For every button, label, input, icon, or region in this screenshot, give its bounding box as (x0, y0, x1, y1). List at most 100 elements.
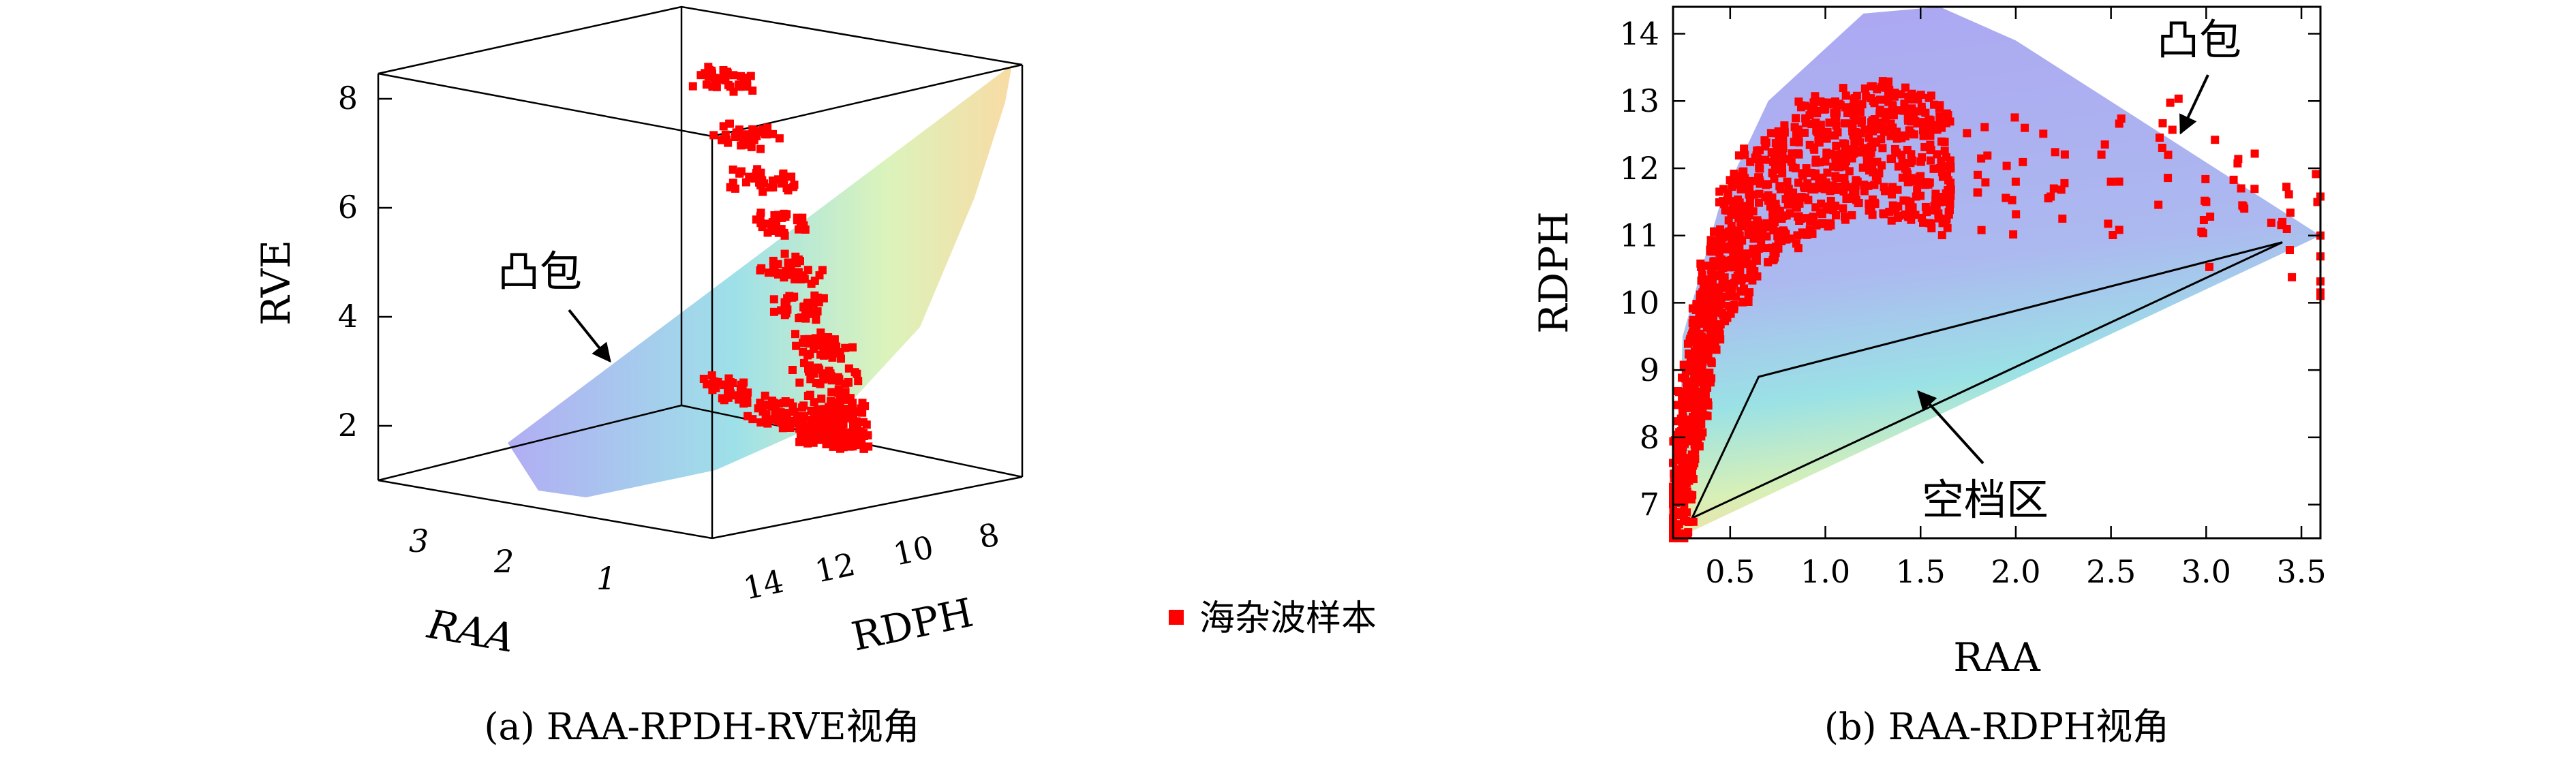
panel-b-y-tick-label: 12 (1619, 150, 1659, 187)
panel-b-point (1840, 174, 1849, 183)
panel-a-point (756, 399, 765, 407)
panel-a-point (859, 418, 868, 427)
panel-a-point (701, 69, 709, 78)
panel-a: 8 6 4 2 3 2 1 14 12 10 8 RVE RAA RDPH 凸包 (253, 5, 1024, 748)
panel-b-point (2009, 230, 2018, 239)
panel-a-point (756, 144, 765, 153)
panel-b-point (2168, 125, 2177, 134)
panel-b-point (1688, 330, 1697, 339)
panel-b-point (2115, 226, 2123, 234)
panel-b-point (2051, 148, 2059, 157)
panel-b-point (2104, 219, 2113, 228)
panel-a-point (738, 385, 747, 393)
panel-a-z-tick-label: 4 (338, 298, 358, 335)
panel-a-point (763, 123, 772, 132)
panel-b-point (1730, 302, 1738, 311)
panel-b-point (1925, 178, 1934, 187)
legend: 海杂波样本 (1169, 598, 1377, 639)
panel-b-point (1776, 185, 1785, 193)
panel-b-point (1715, 242, 1723, 251)
panel-b-point (1680, 512, 1688, 521)
panel-b-point (1700, 341, 1708, 350)
panel-b-point (1697, 420, 1706, 429)
panel-b-point (1926, 140, 1935, 149)
panel-a-point (794, 268, 803, 277)
panel-b-point (1926, 116, 1935, 125)
panel-b-point (1745, 211, 1753, 220)
panel-a-point (733, 129, 742, 138)
panel-a-point (709, 377, 718, 386)
panel-a-z-tick-label: 6 (338, 189, 358, 226)
panel-a-z-tick-label: 8 (338, 80, 358, 117)
panel-b-point (1900, 99, 1909, 108)
panel-a-point (834, 385, 843, 394)
panel-a-point (748, 125, 757, 134)
panel-b-point (1867, 202, 1875, 211)
panel-b-point (1672, 497, 1681, 506)
panel-b-point (2237, 184, 2245, 193)
panel-b-point (2205, 262, 2213, 271)
panel-b-point (2278, 217, 2287, 226)
panel-b-point (1730, 241, 1738, 249)
panel-a-point (792, 341, 801, 350)
panel-a-point (800, 437, 809, 445)
panel-b-point (1946, 179, 1955, 187)
panel-b-point (1840, 162, 1849, 171)
panel-b-series (1669, 77, 2325, 542)
panel-b-point (1746, 157, 1755, 166)
panel-b-x-tick-label: 3.0 (2181, 553, 2231, 590)
panel-a-point (729, 71, 738, 80)
panel-a-y-tick-label: 12 (812, 546, 858, 590)
panel-b-point (1803, 230, 1811, 239)
panel-b-point (1719, 311, 1728, 320)
panel-b-point (1840, 119, 1849, 128)
panel-b-point (1935, 112, 1944, 121)
panel-b-point (1829, 150, 1838, 159)
panel-b-point (1946, 117, 1954, 126)
panel-a-point (802, 422, 811, 431)
panel-b-point (1726, 176, 1734, 185)
panel-b-point (1867, 149, 1875, 157)
panel-b-gap-region (1689, 241, 2283, 521)
panel-a-point (794, 255, 803, 264)
panel-b-point (1693, 431, 1702, 439)
panel-b-point (1727, 222, 1736, 230)
panel-b-point (2164, 151, 2173, 159)
panel-b-point (1821, 157, 1830, 166)
panel-a-point (735, 169, 744, 178)
panel-a-point (812, 379, 821, 387)
panel-b-point (1869, 96, 1877, 105)
panel-b-point (1676, 427, 1685, 435)
panel-b-point (1748, 260, 1757, 268)
panel-b-point (1890, 92, 1899, 101)
panel-b-point (1816, 121, 1825, 129)
panel-a-point (768, 397, 776, 405)
panel-b-point (1779, 212, 1788, 221)
panel-b-point (1777, 237, 1786, 245)
panel-b-point (1813, 109, 1822, 118)
panel-b-point (1699, 305, 1707, 313)
panel-b-point (1802, 214, 1811, 223)
panel-a-point (719, 122, 728, 131)
panel-a-point (812, 315, 821, 324)
panel-b-point (2011, 177, 2020, 186)
panel-a-point (762, 130, 771, 139)
panel-a-point (782, 184, 791, 193)
panel-b-point (1706, 378, 1715, 387)
panel-b-point (1938, 219, 1947, 228)
panel-b-point (1736, 250, 1745, 259)
panel-b-point (1963, 129, 1972, 138)
panel-a-point (740, 74, 749, 82)
panel-a-point (770, 267, 779, 275)
panel-b-point (1868, 211, 1877, 219)
panel-b-point (1764, 191, 1773, 200)
panel-b-point (1833, 163, 1842, 172)
panel-b-point (1737, 217, 1746, 226)
panel-b-point (1977, 226, 1986, 234)
panel-b-point (1892, 127, 1901, 136)
panel-a-point (741, 130, 750, 139)
panel-b-point (2164, 174, 2173, 183)
panel-b-point (1773, 144, 1781, 153)
panel-b-point (2282, 183, 2291, 191)
panel-a-point (854, 377, 863, 386)
